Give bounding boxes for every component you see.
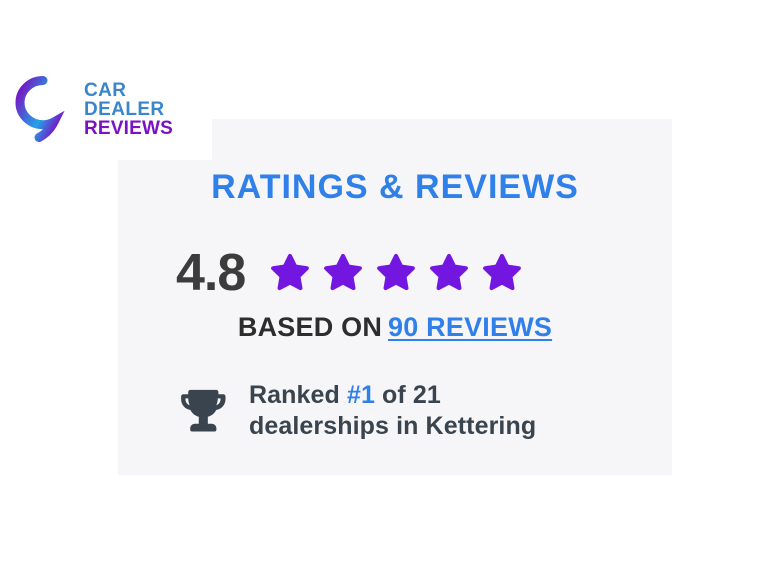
rank-line1-suffix: of 21 [374,381,441,409]
brand-wordmark-line-reviews: REVIEWS [84,117,174,139]
star-icon [479,250,525,296]
based-on-reviews-line: BASED ON 90 REVIEWS [118,314,672,341]
reviews-count-link[interactable]: 90 REVIEWS [388,312,553,342]
brand-logo-badge: CAR DEALER REVIEWS [0,58,212,160]
rank-line2: dealerships in Kettering [249,411,537,440]
ratings-and-reviews-card: RATINGS & REVIEWS 4.8 [118,119,672,475]
ranking-text: Ranked #1 of 21 dealerships in Kettering [249,380,536,441]
ranking-block: Ranked #1 of 21 dealerships in Kettering [176,380,536,441]
brand-wordmark-line-dealer: DEALER [84,98,165,120]
rating-score-row: 4.8 [176,247,525,299]
brand-wordmark-line-car: CAR [84,79,127,101]
star-icon [426,250,472,296]
rank-position-highlight: #1 [346,381,375,409]
star-rating [267,250,525,296]
page-title: RATINGS & REVIEWS [211,168,579,206]
based-on-label: BASED ON [237,312,383,342]
star-icon [320,250,366,296]
trophy-icon [176,384,230,438]
car-dealer-reviews-swoosh-logo-icon [0,76,72,142]
rank-line1-prefix: Ranked [249,381,347,409]
star-icon [373,250,419,296]
star-icon [267,250,313,296]
rating-score-value: 4.8 [176,244,246,302]
brand-wordmark: CAR DEALER REVIEWS [84,81,173,138]
